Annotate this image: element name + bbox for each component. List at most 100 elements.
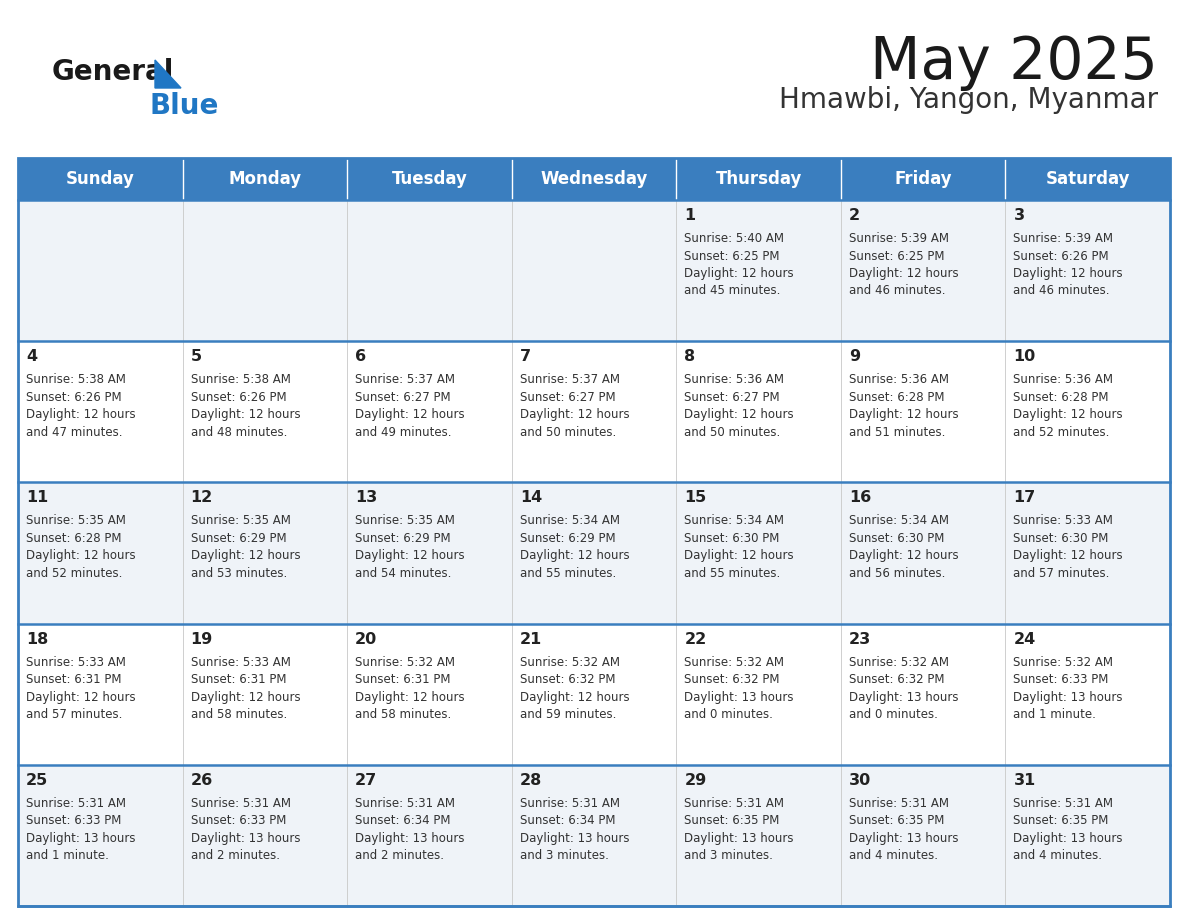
Text: Daylight: 12 hours: Daylight: 12 hours — [26, 409, 135, 421]
Bar — [183, 765, 347, 906]
Text: and 49 minutes.: and 49 minutes. — [355, 426, 451, 439]
Text: Sunrise: 5:31 AM: Sunrise: 5:31 AM — [1013, 797, 1113, 810]
Text: May 2025: May 2025 — [870, 34, 1158, 91]
Text: Sunrise: 5:32 AM: Sunrise: 5:32 AM — [849, 655, 949, 668]
Text: Sunset: 6:28 PM: Sunset: 6:28 PM — [26, 532, 121, 545]
Text: Daylight: 12 hours: Daylight: 12 hours — [190, 409, 301, 421]
Text: and 59 minutes.: and 59 minutes. — [519, 708, 617, 722]
Text: Daylight: 12 hours: Daylight: 12 hours — [849, 267, 959, 280]
Text: and 57 minutes.: and 57 minutes. — [1013, 567, 1110, 580]
Text: and 50 minutes.: and 50 minutes. — [684, 426, 781, 439]
Text: Sunset: 6:29 PM: Sunset: 6:29 PM — [190, 532, 286, 545]
Polygon shape — [154, 60, 181, 88]
Bar — [512, 482, 676, 623]
Text: Sunrise: 5:36 AM: Sunrise: 5:36 AM — [684, 374, 784, 386]
Bar — [1005, 158, 1170, 200]
Text: Friday: Friday — [895, 170, 952, 188]
Text: Sunset: 6:27 PM: Sunset: 6:27 PM — [355, 391, 450, 404]
Text: Daylight: 13 hours: Daylight: 13 hours — [26, 832, 135, 845]
Bar — [183, 200, 347, 341]
Bar — [676, 482, 841, 623]
Text: 14: 14 — [519, 490, 542, 506]
Text: Daylight: 12 hours: Daylight: 12 hours — [190, 549, 301, 563]
Text: 18: 18 — [26, 632, 49, 646]
Text: General: General — [52, 58, 175, 86]
Text: Sunday: Sunday — [65, 170, 134, 188]
Text: Sunrise: 5:31 AM: Sunrise: 5:31 AM — [684, 797, 784, 810]
Text: Sunset: 6:35 PM: Sunset: 6:35 PM — [684, 814, 779, 827]
Text: and 50 minutes.: and 50 minutes. — [519, 426, 615, 439]
Text: Daylight: 12 hours: Daylight: 12 hours — [190, 690, 301, 703]
Text: 25: 25 — [26, 773, 49, 788]
Text: Sunset: 6:35 PM: Sunset: 6:35 PM — [849, 814, 944, 827]
Text: Sunrise: 5:34 AM: Sunrise: 5:34 AM — [684, 514, 784, 528]
Text: 31: 31 — [1013, 773, 1036, 788]
Text: Sunrise: 5:31 AM: Sunrise: 5:31 AM — [355, 797, 455, 810]
Text: Thursday: Thursday — [715, 170, 802, 188]
Bar — [512, 623, 676, 765]
Text: 19: 19 — [190, 632, 213, 646]
Text: Daylight: 12 hours: Daylight: 12 hours — [684, 267, 794, 280]
Bar — [1005, 482, 1170, 623]
Text: and 0 minutes.: and 0 minutes. — [849, 708, 937, 722]
Bar — [183, 623, 347, 765]
Text: 22: 22 — [684, 632, 707, 646]
Text: Sunset: 6:32 PM: Sunset: 6:32 PM — [849, 673, 944, 686]
Text: Daylight: 12 hours: Daylight: 12 hours — [1013, 267, 1123, 280]
Text: and 45 minutes.: and 45 minutes. — [684, 285, 781, 297]
Text: and 51 minutes.: and 51 minutes. — [849, 426, 946, 439]
Text: Daylight: 13 hours: Daylight: 13 hours — [684, 690, 794, 703]
Bar — [676, 158, 841, 200]
Text: Sunrise: 5:31 AM: Sunrise: 5:31 AM — [26, 797, 126, 810]
Text: and 58 minutes.: and 58 minutes. — [190, 708, 286, 722]
Text: Daylight: 12 hours: Daylight: 12 hours — [1013, 549, 1123, 563]
Text: 7: 7 — [519, 349, 531, 364]
Bar — [676, 765, 841, 906]
Text: Daylight: 13 hours: Daylight: 13 hours — [355, 832, 465, 845]
Text: Sunrise: 5:35 AM: Sunrise: 5:35 AM — [190, 514, 290, 528]
Text: and 47 minutes.: and 47 minutes. — [26, 426, 122, 439]
Text: Daylight: 12 hours: Daylight: 12 hours — [849, 549, 959, 563]
Bar — [512, 341, 676, 482]
Text: 30: 30 — [849, 773, 871, 788]
Text: 2: 2 — [849, 208, 860, 223]
Bar — [18, 200, 183, 341]
Text: Daylight: 12 hours: Daylight: 12 hours — [849, 409, 959, 421]
Text: 10: 10 — [1013, 349, 1036, 364]
Text: Sunset: 6:34 PM: Sunset: 6:34 PM — [355, 814, 450, 827]
Text: Daylight: 13 hours: Daylight: 13 hours — [1013, 832, 1123, 845]
Bar — [841, 200, 1005, 341]
Bar — [347, 623, 512, 765]
Bar — [841, 158, 1005, 200]
Text: and 52 minutes.: and 52 minutes. — [26, 567, 122, 580]
Text: Sunset: 6:32 PM: Sunset: 6:32 PM — [684, 673, 779, 686]
Text: Sunset: 6:35 PM: Sunset: 6:35 PM — [1013, 814, 1108, 827]
Bar — [841, 623, 1005, 765]
Text: Sunrise: 5:33 AM: Sunrise: 5:33 AM — [26, 655, 126, 668]
Text: and 48 minutes.: and 48 minutes. — [190, 426, 287, 439]
Text: and 2 minutes.: and 2 minutes. — [355, 849, 444, 862]
Text: Wednesday: Wednesday — [541, 170, 647, 188]
Text: Daylight: 12 hours: Daylight: 12 hours — [684, 549, 794, 563]
Text: Sunrise: 5:38 AM: Sunrise: 5:38 AM — [190, 374, 290, 386]
Text: Hmawbi, Yangon, Myanmar: Hmawbi, Yangon, Myanmar — [779, 86, 1158, 114]
Text: Daylight: 13 hours: Daylight: 13 hours — [684, 832, 794, 845]
Text: Sunset: 6:26 PM: Sunset: 6:26 PM — [26, 391, 121, 404]
Text: Sunrise: 5:35 AM: Sunrise: 5:35 AM — [26, 514, 126, 528]
Text: Sunrise: 5:33 AM: Sunrise: 5:33 AM — [190, 655, 290, 668]
Text: 29: 29 — [684, 773, 707, 788]
Text: 4: 4 — [26, 349, 37, 364]
Bar — [18, 623, 183, 765]
Text: Sunset: 6:31 PM: Sunset: 6:31 PM — [26, 673, 121, 686]
Text: 20: 20 — [355, 632, 378, 646]
Text: and 46 minutes.: and 46 minutes. — [1013, 285, 1110, 297]
Text: Sunset: 6:30 PM: Sunset: 6:30 PM — [849, 532, 944, 545]
Bar — [841, 765, 1005, 906]
Text: Sunrise: 5:36 AM: Sunrise: 5:36 AM — [1013, 374, 1113, 386]
Bar — [1005, 623, 1170, 765]
Text: 12: 12 — [190, 490, 213, 506]
Bar — [676, 623, 841, 765]
Text: Sunset: 6:28 PM: Sunset: 6:28 PM — [849, 391, 944, 404]
Text: 17: 17 — [1013, 490, 1036, 506]
Text: Sunset: 6:27 PM: Sunset: 6:27 PM — [519, 391, 615, 404]
